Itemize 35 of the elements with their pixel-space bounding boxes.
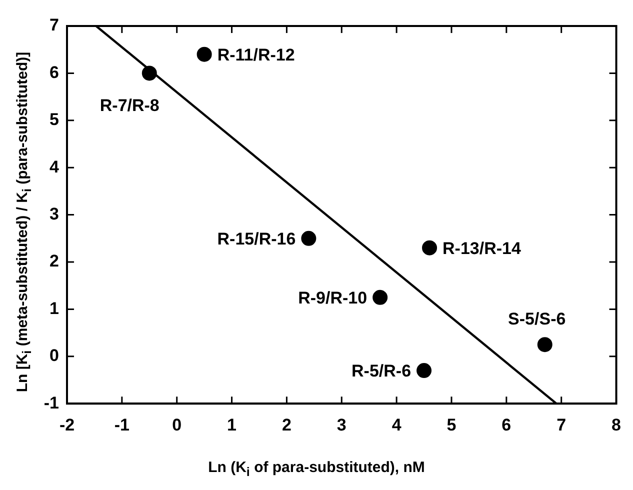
- x-tick-label: 6: [502, 415, 512, 434]
- y-tick-label: 1: [50, 298, 59, 318]
- y-tick-label: 7: [50, 16, 59, 35]
- y-tick-label: 0: [50, 346, 59, 366]
- x-axis-title: Ln (K$_{i}$ of para-substituted), nM: [207, 459, 426, 479]
- y-tick-label: -1: [44, 393, 59, 412]
- point: [142, 66, 157, 81]
- annotation: R-15/R-16: [217, 229, 296, 248]
- x-tick-label: 5: [446, 415, 456, 434]
- annotation: S-5/S-6: [508, 310, 566, 329]
- x-tick-label: 1: [227, 415, 237, 434]
- y-tick-label: 2: [50, 252, 59, 271]
- y-tick-label: 3: [50, 204, 59, 224]
- x-tick-label: 8: [612, 415, 622, 434]
- annotation: R-5/R-6: [352, 362, 412, 381]
- y-tick-label: 4: [50, 157, 60, 176]
- x-tick-label: 4: [392, 415, 402, 434]
- y-tick-label: 5: [50, 110, 59, 130]
- annotation: R-13/R-14: [442, 238, 522, 258]
- x-tick-label: 3: [336, 415, 346, 434]
- point: [301, 230, 316, 246]
- annotation: R-11/R-12: [217, 45, 295, 64]
- x-tick-label: 7: [556, 415, 566, 434]
- point: [196, 46, 212, 62]
- x-tick-label: -1: [114, 415, 130, 434]
- point: [372, 290, 388, 305]
- x-tick-label: 0: [172, 415, 182, 434]
- point: [537, 337, 552, 352]
- x-tick-label: 2: [282, 415, 292, 434]
- point: [416, 363, 432, 378]
- annotation: R-7/R-8: [100, 96, 160, 116]
- x-tick-label: -2: [59, 415, 75, 434]
- annotation: R-9/R-10: [298, 288, 368, 308]
- point: [422, 240, 438, 256]
- y-tick-label: 6: [50, 62, 59, 82]
